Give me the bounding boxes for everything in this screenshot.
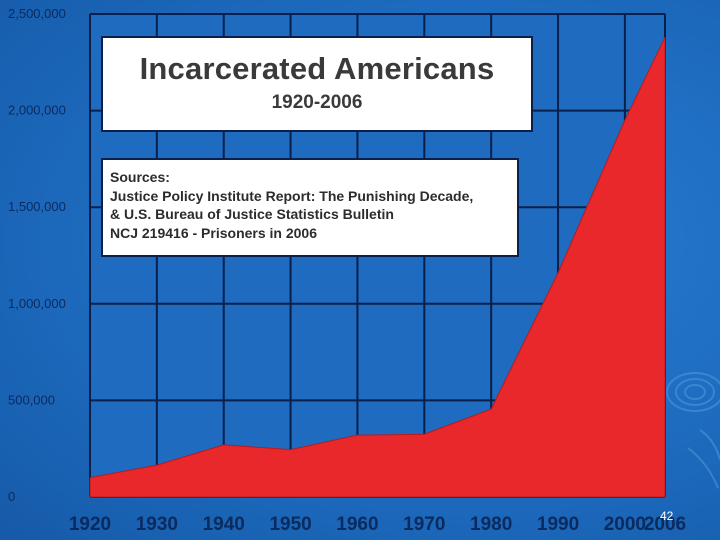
chart-subtitle: 1920-2006	[271, 92, 363, 113]
incarceration-area	[89, 36, 666, 498]
x-tick-label: 1920	[69, 514, 111, 535]
y-tick-label: 0	[8, 489, 15, 504]
y-axis-ticks: 0 500,000 1,000,000 1,500,000 2,000,000 2,500…	[8, 6, 66, 504]
y-tick-label: 1,500,000	[8, 199, 66, 214]
x-tick-label: 1930	[136, 514, 178, 535]
y-tick-label: 1,000,000	[8, 296, 66, 311]
x-tick-label: 1980	[470, 514, 512, 535]
x-tick-label: 2000	[604, 514, 646, 535]
x-tick-label: 1970	[403, 514, 445, 535]
sources-line: Sources:	[110, 169, 170, 185]
sources-line: Justice Policy Institute Report: The Pun…	[110, 187, 474, 204]
sources-line: NCJ 219416 - Prisoners in 2006	[110, 224, 318, 241]
x-tick-label: 1950	[269, 514, 311, 535]
page-number: 42	[660, 509, 674, 523]
y-tick-label: 2,000,000	[8, 103, 66, 118]
x-tick-label: 2006	[644, 514, 686, 535]
sources-box: Sources: Justice Policy Institute Report…	[101, 158, 519, 257]
chart-title: Incarcerated Americans	[139, 51, 495, 86]
x-tick-label: 1940	[203, 514, 245, 535]
x-tick-label: 1990	[537, 514, 579, 535]
sources-line: & U.S. Bureau of Justice Statistics Bull…	[110, 206, 394, 222]
chart-title-box: Incarcerated Americans 1920-2006	[101, 36, 533, 132]
y-tick-label: 500,000	[8, 392, 55, 407]
x-tick-label: 1960	[336, 514, 378, 535]
y-tick-label: 2,500,000	[8, 6, 66, 21]
